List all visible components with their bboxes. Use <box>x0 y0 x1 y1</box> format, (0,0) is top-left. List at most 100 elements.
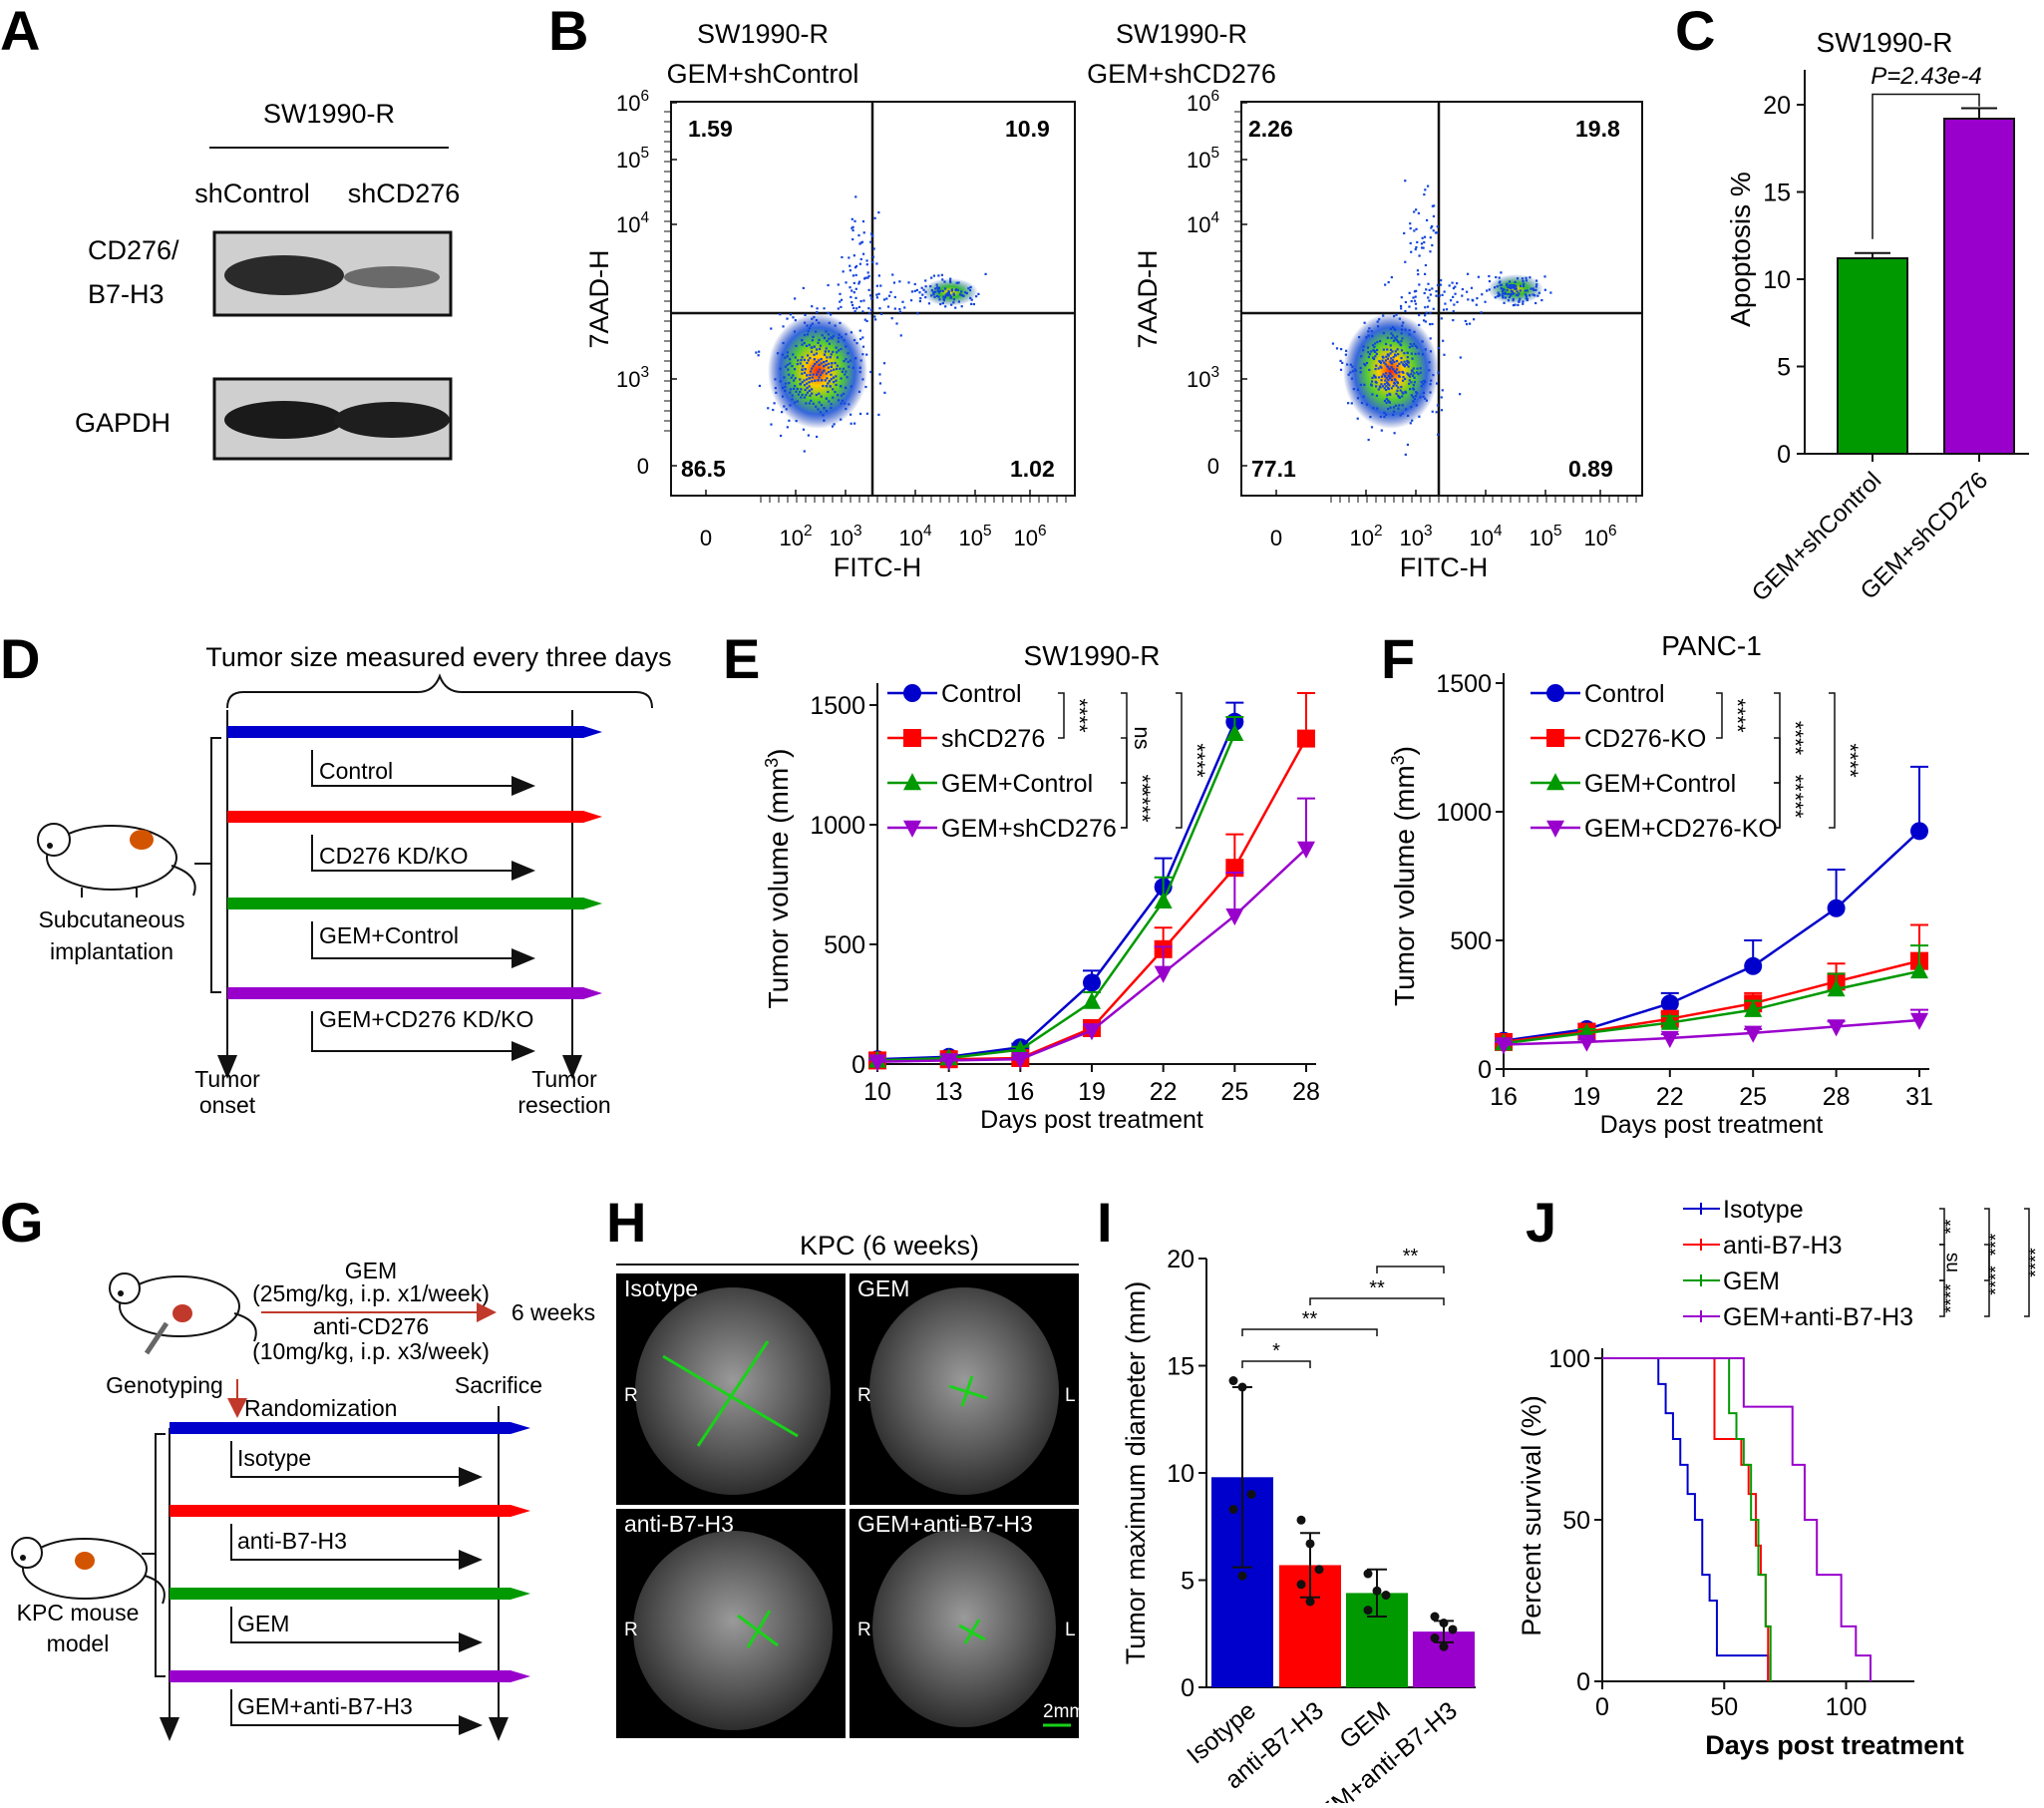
event-dot <box>821 379 824 382</box>
event-dot <box>861 345 865 348</box>
event-dot <box>824 379 827 382</box>
event-dot <box>1419 396 1422 399</box>
event-dot <box>853 310 856 313</box>
event-dot <box>1488 274 1491 278</box>
significance-bracket <box>1058 692 1065 739</box>
group-bracket <box>210 737 221 993</box>
event-dot <box>781 395 785 398</box>
mri-side: L <box>1065 1385 1076 1406</box>
event-dot <box>818 392 821 395</box>
legend-label: anti-B7-H3 <box>1723 1232 1843 1260</box>
flow-x-tick: 0 <box>700 526 712 550</box>
event-dot <box>1393 314 1396 318</box>
panel-letter-e: E <box>723 627 760 690</box>
panel-a: SW1990-R shControl shCD276 CD276/ B7-H3 … <box>75 99 460 461</box>
event-dot <box>895 322 898 325</box>
x-tick-label: 100 <box>1826 1693 1868 1721</box>
event-dot <box>1365 336 1368 339</box>
event-dot <box>818 321 821 324</box>
panel-letter-c: C <box>1675 0 1715 62</box>
arm-label: GEM+Control <box>319 922 459 948</box>
event-dot <box>1413 330 1416 333</box>
event-dot <box>1429 350 1433 353</box>
event-dot <box>1416 392 1419 395</box>
event-dot <box>831 362 834 365</box>
event-dot <box>1369 415 1372 419</box>
event-dot <box>937 286 941 290</box>
data-point <box>1011 1052 1030 1070</box>
event-dot <box>1392 410 1396 413</box>
event-dot <box>1402 392 1405 395</box>
event-dot <box>847 360 850 363</box>
event-dot <box>1425 311 1428 314</box>
event-dot <box>1380 379 1383 382</box>
event-dot <box>1409 226 1412 230</box>
event-dot <box>1404 260 1407 263</box>
event-dot <box>1386 365 1389 368</box>
group-bracket <box>155 1433 166 1677</box>
event-dot <box>1413 342 1416 345</box>
event-dot <box>1412 296 1415 299</box>
event-dot <box>1411 419 1414 422</box>
event-dot <box>788 382 791 385</box>
event-dot <box>1417 373 1420 376</box>
event-dot <box>817 408 820 411</box>
event-dot <box>1385 381 1389 384</box>
event-dot <box>883 391 886 394</box>
event-dot <box>805 402 808 405</box>
event-dot <box>857 280 861 283</box>
event-dot <box>790 376 793 379</box>
event-dot <box>1502 295 1505 298</box>
event-dot <box>861 336 864 339</box>
event-dot <box>1416 240 1419 244</box>
event-dot <box>1413 210 1416 213</box>
event-dot <box>1400 307 1403 310</box>
event-dot <box>932 290 935 294</box>
regimen-text: (25mg/kg, i.p. x1/week) <box>252 1280 490 1306</box>
arm-bar-gem-anti-b7h3 <box>170 1670 530 1682</box>
event-dot <box>839 292 842 295</box>
event-dot <box>1464 319 1467 323</box>
event-dot <box>781 353 784 356</box>
event-dot <box>1403 352 1406 355</box>
event-dot <box>858 329 861 332</box>
event-dot <box>787 368 790 371</box>
event-dot <box>1404 300 1407 304</box>
event-dot <box>864 276 867 279</box>
event-dot <box>808 402 811 405</box>
data-point <box>1381 1591 1391 1601</box>
event-dot <box>1401 337 1404 340</box>
event-dot <box>1386 353 1389 356</box>
event-dot <box>1430 226 1433 229</box>
event-dot <box>784 389 787 392</box>
event-dot <box>1396 364 1399 368</box>
y-tick-label: 15 <box>1167 1353 1194 1381</box>
event-dot <box>1394 328 1397 332</box>
mouse-label: model <box>47 1630 110 1656</box>
event-dot <box>1525 276 1528 279</box>
event-dot <box>1397 353 1400 356</box>
event-dot <box>842 367 846 370</box>
arm-label: Isotype <box>237 1445 311 1471</box>
data-point <box>1827 1019 1846 1037</box>
event-dot <box>1452 295 1455 298</box>
mouse-icon <box>109 1272 257 1355</box>
event-dot <box>1394 404 1398 407</box>
event-dot <box>1390 357 1393 360</box>
event-dot <box>1451 281 1454 284</box>
event-dot <box>812 335 815 338</box>
event-dot <box>1499 284 1502 287</box>
significance-bracket <box>1829 692 1836 829</box>
event-dot <box>1410 394 1413 397</box>
event-dot <box>1461 287 1464 291</box>
data-point <box>1439 1641 1449 1651</box>
event-dot <box>816 307 819 310</box>
event-dot <box>1415 391 1418 394</box>
event-dot <box>1387 399 1390 402</box>
arm-bar-gem-cd276 <box>227 987 602 999</box>
legend-marker <box>903 729 921 747</box>
event-dot <box>831 425 835 428</box>
event-dot <box>1384 283 1387 286</box>
y-tick-label: 500 <box>824 931 865 959</box>
event-dot <box>1383 383 1386 386</box>
